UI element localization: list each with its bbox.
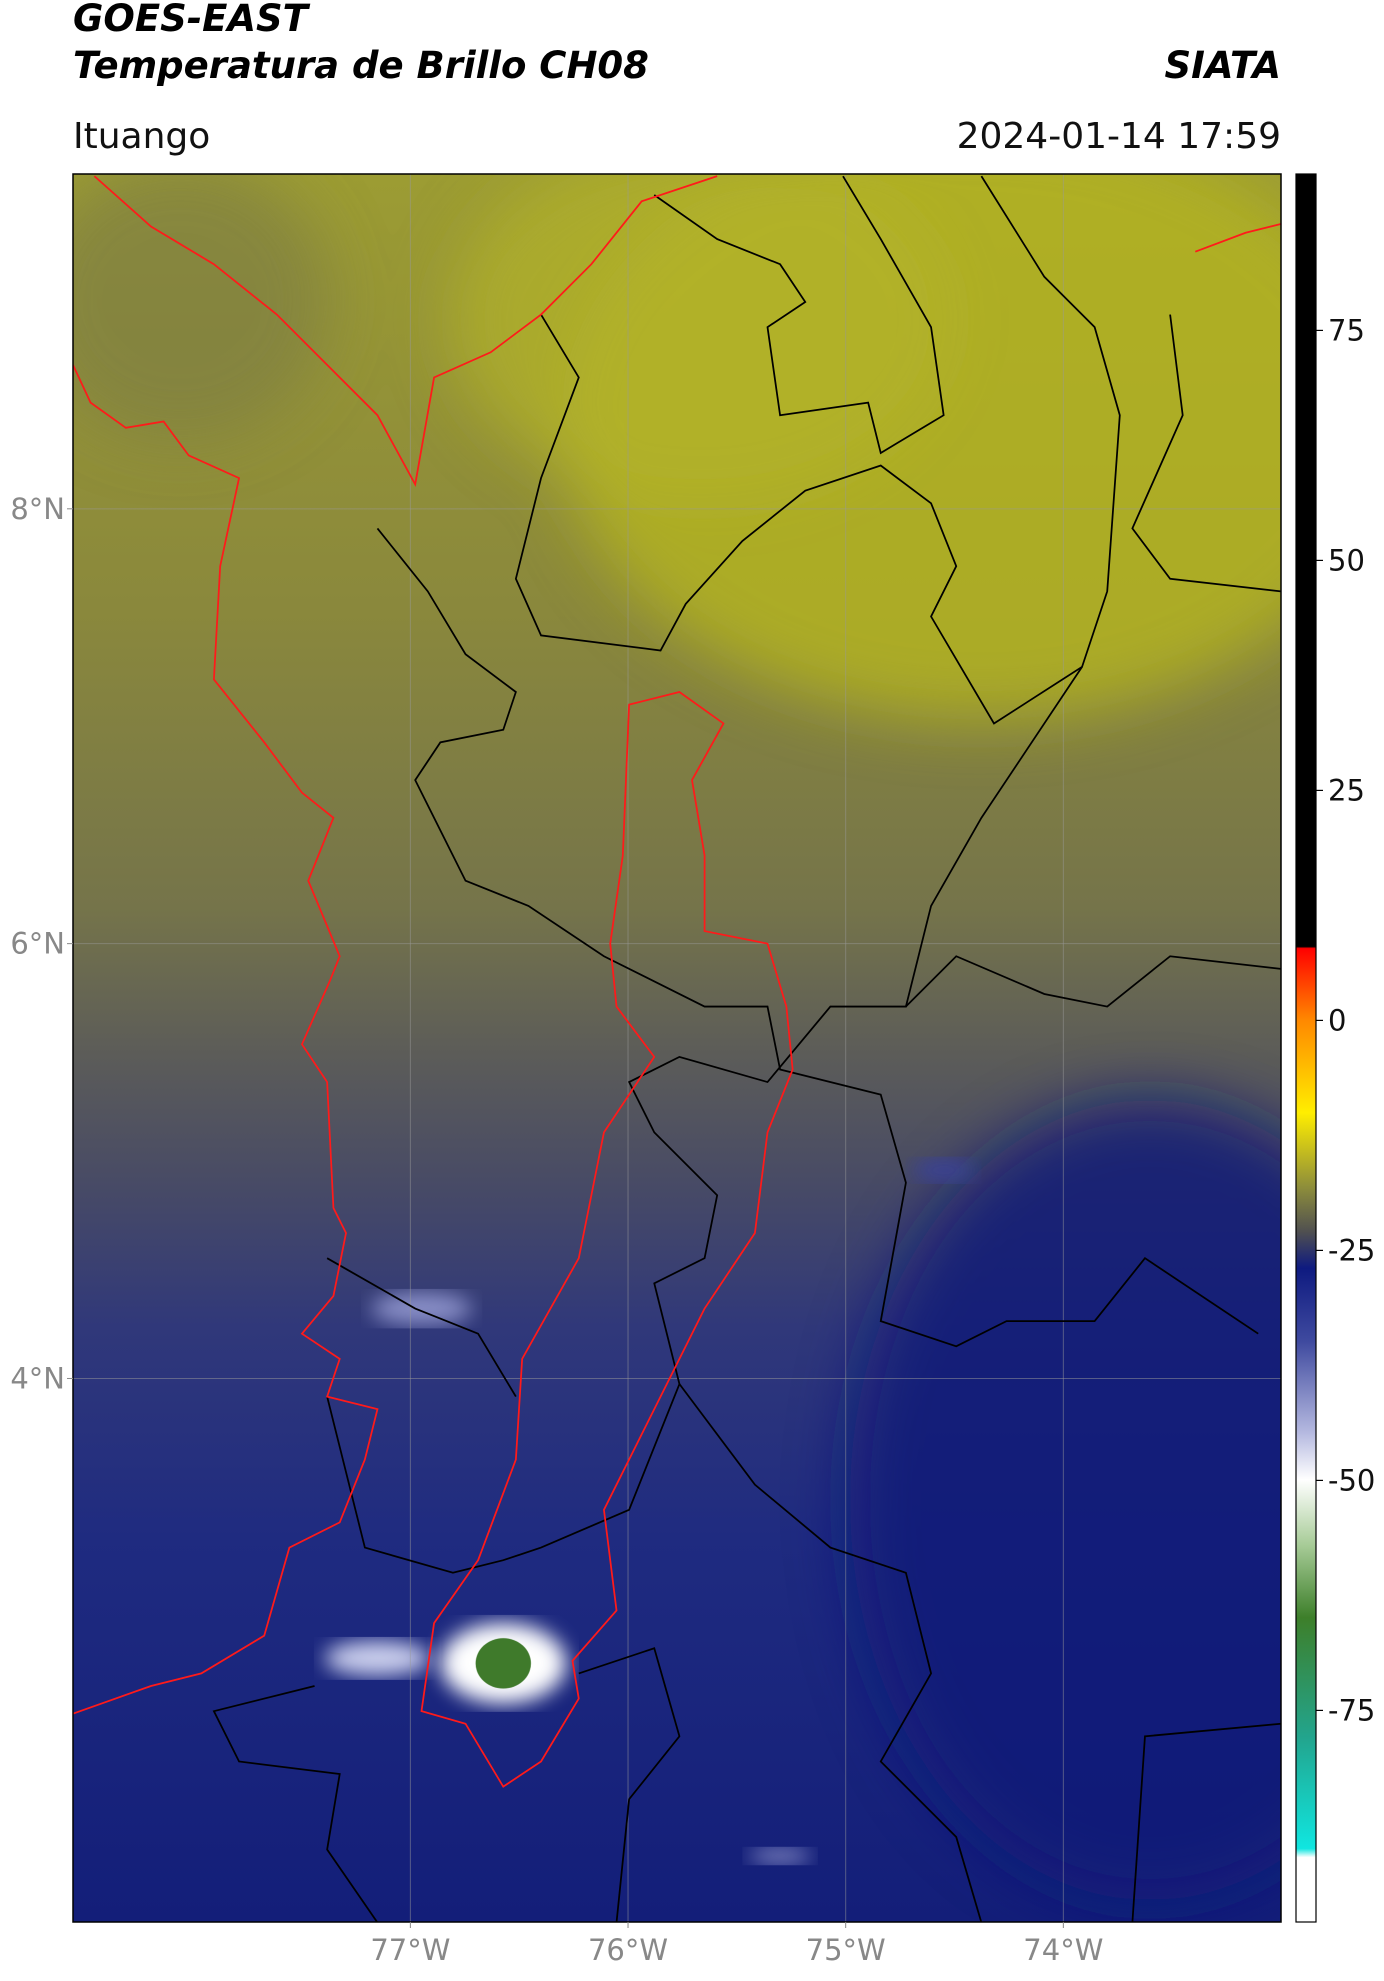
x-tick-label: 74°W — [1023, 1933, 1103, 1967]
colorbar — [1295, 173, 1317, 1923]
colorbar-tick-label: 25 — [1328, 773, 1365, 807]
y-tick-label: 8°N — [10, 492, 65, 526]
colorbar-tick-label: -25 — [1328, 1233, 1375, 1267]
colorbar-tick-label: 0 — [1328, 1003, 1346, 1037]
timestamp: 2024-01-14 17:59 — [957, 116, 1281, 157]
colorbar-tick-label: -50 — [1328, 1463, 1375, 1497]
map-area — [73, 174, 1281, 1922]
x-tick-label: 76°W — [588, 1933, 668, 1967]
title: GOES-EAST — [73, 0, 311, 40]
axes: 77°W 76°W 75°W 74°W 8°N 6°N 4°N — [10, 492, 1103, 1967]
colorbar-ticks: 75 50 25 0 -25 -50 -75 — [1316, 313, 1375, 1727]
source: SIATA — [1164, 44, 1281, 87]
clouds — [324, 1158, 976, 1864]
boundaries — [73, 175, 1281, 1922]
colorbar-tick-label: 50 — [1328, 543, 1365, 577]
colorbar-tick-label: -75 — [1328, 1693, 1375, 1727]
y-tick-label: 6°N — [10, 927, 65, 961]
grid — [73, 174, 1281, 1922]
location: Ituango — [73, 116, 210, 157]
x-tick-label: 75°W — [806, 1933, 886, 1967]
y-tick-label: 4°N — [10, 1361, 65, 1395]
map-frame — [72, 173, 1282, 1923]
colorbar-tick-label: 75 — [1328, 313, 1365, 347]
subtitle: Temperatura de Brillo CH08 — [73, 44, 649, 87]
x-tick-label: 77°W — [370, 1933, 450, 1967]
temperature-field — [73, 174, 1281, 1900]
